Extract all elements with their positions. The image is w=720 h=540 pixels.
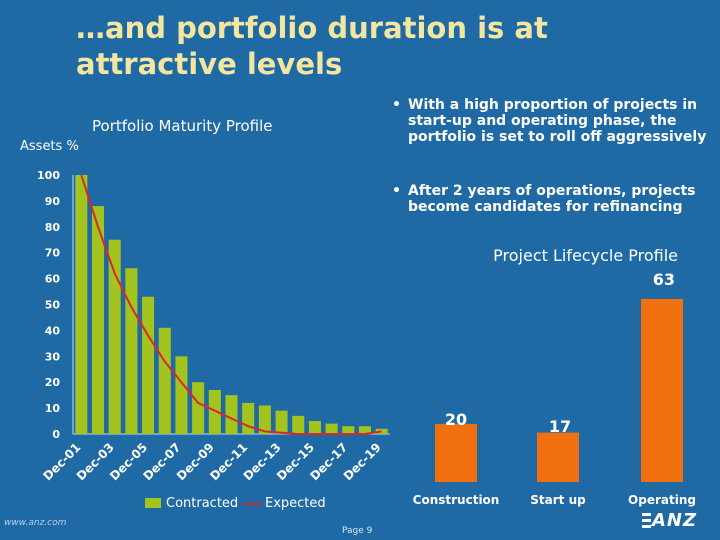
contracted-bar <box>342 426 355 434</box>
bullet-point-2: • After 2 years of operations, projects … <box>392 183 710 215</box>
legend-swatch-expected <box>243 503 261 505</box>
contracted-bar <box>75 175 88 434</box>
page-number: Page 9 <box>342 526 373 536</box>
lifecycle-bar <box>641 299 683 482</box>
bullet-marker: • <box>392 183 401 199</box>
lifecycle-data-label: 17 <box>549 417 571 436</box>
logo-text: ANZ <box>652 510 698 531</box>
contracted-bar <box>225 395 238 434</box>
contracted-bar <box>108 239 121 434</box>
lifecycle-bar <box>435 423 477 482</box>
contracted-bar <box>158 327 171 434</box>
contracted-bar <box>175 356 188 434</box>
contracted-bar <box>325 423 338 434</box>
maturity-y-tick-label: 40 <box>45 324 61 337</box>
page-title: …and portfolio duration is at attractive… <box>76 11 548 81</box>
bullet-text: With a high proportion of projects in st… <box>408 97 707 145</box>
maturity-chart-title: Portfolio Maturity Profile <box>92 117 273 135</box>
lifecycle-data-label: 63 <box>653 270 675 289</box>
lifecycle-category-label: Operating <box>628 493 696 507</box>
contracted-bar <box>242 402 255 434</box>
maturity-y-tick-label: 100 <box>37 169 60 182</box>
contracted-bar <box>208 389 221 434</box>
contracted-bar <box>92 206 105 434</box>
bullet-marker: • <box>392 97 401 113</box>
contracted-bar <box>308 421 321 434</box>
contracted-bar <box>358 426 371 434</box>
lifecycle-bar <box>537 432 579 482</box>
contracted-bar <box>258 405 271 434</box>
bullet-text: After 2 years of operations, projects be… <box>408 183 696 215</box>
legend-label-contracted: Contracted <box>166 496 239 511</box>
bullet-point-1: • With a high proportion of projects in … <box>392 97 710 145</box>
maturity-y-tick-label: 20 <box>45 376 61 389</box>
contracted-bar <box>192 382 205 434</box>
lifecycle-data-label: 20 <box>445 410 467 429</box>
maturity-y-tick-label: 80 <box>45 221 61 234</box>
maturity-y-axis-label: Assets % <box>20 139 79 154</box>
maturity-x-tick-label: Dec-19 <box>341 440 384 483</box>
legend-label-expected: Expected <box>265 496 326 511</box>
anz-logo: ANZ <box>640 510 714 532</box>
legend-swatch-contracted <box>145 498 161 508</box>
maturity-y-tick-label: 90 <box>45 195 61 208</box>
contracted-bar <box>142 296 155 434</box>
website-url: www.anz.com <box>4 518 67 528</box>
expected-line <box>80 174 382 435</box>
maturity-y-tick-label: 10 <box>45 402 61 415</box>
contracted-bar <box>125 268 138 434</box>
maturity-y-tick-label: 0 <box>52 428 60 441</box>
lifecycle-category-label: Start up <box>530 493 586 507</box>
contracted-bar <box>275 410 288 434</box>
maturity-y-tick-label: 30 <box>45 350 61 363</box>
lifecycle-category-label: Construction <box>413 493 500 507</box>
logo-stripes-icon <box>642 513 651 528</box>
maturity-y-tick-label: 50 <box>45 299 61 312</box>
lifecycle-chart-title: Project Lifecycle Profile <box>493 246 678 265</box>
maturity-y-tick-label: 60 <box>45 273 61 286</box>
maturity-y-tick-label: 70 <box>45 247 61 260</box>
contracted-bar <box>292 415 305 434</box>
